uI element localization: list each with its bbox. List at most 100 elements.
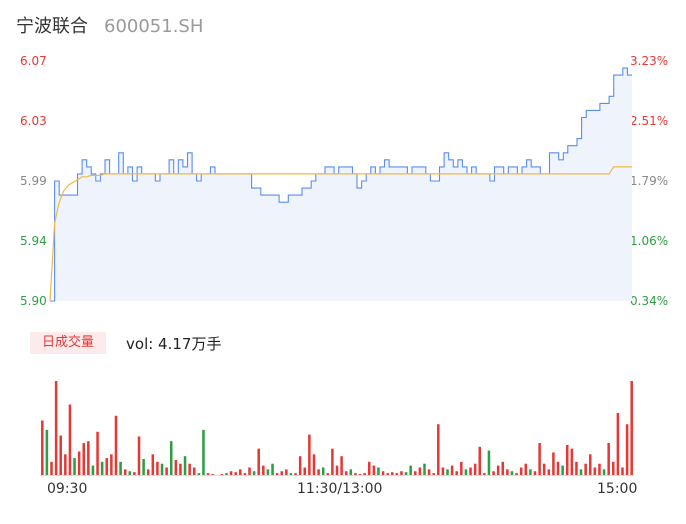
volume-bar bbox=[427, 469, 431, 475]
volume-bar bbox=[312, 454, 316, 475]
volume-bar bbox=[437, 424, 440, 475]
volume-bar bbox=[298, 456, 302, 475]
volume-bar bbox=[455, 471, 458, 475]
volume-bar bbox=[73, 458, 76, 475]
volume-bar bbox=[303, 467, 307, 475]
volume-bar bbox=[64, 454, 67, 475]
volume-bar bbox=[257, 448, 260, 475]
volume-bar bbox=[317, 469, 320, 475]
y-tick-left-3: 5.94 bbox=[20, 234, 47, 248]
volume-bar bbox=[220, 474, 224, 475]
volume-bar bbox=[612, 461, 615, 475]
volume-bar bbox=[77, 451, 81, 475]
volume-bar bbox=[556, 461, 560, 475]
volume-bar bbox=[243, 473, 247, 475]
volume-bar bbox=[146, 469, 150, 475]
volume-bar bbox=[418, 467, 422, 475]
volume-tab[interactable]: 日成交量 bbox=[30, 332, 107, 354]
volume-bar bbox=[506, 469, 509, 475]
volume-bar bbox=[188, 463, 191, 475]
volume-bar bbox=[59, 435, 62, 475]
volume-bar bbox=[335, 465, 339, 475]
volume-bar bbox=[160, 463, 164, 475]
y-tick-right-0: 3.23% bbox=[630, 54, 669, 68]
volume-bar bbox=[386, 473, 389, 475]
volume-bar bbox=[349, 469, 353, 475]
volume-bar bbox=[280, 471, 284, 475]
volume-bar bbox=[487, 450, 491, 475]
volume-bar bbox=[262, 465, 265, 475]
y-tick-left-0: 6.07 bbox=[20, 54, 47, 68]
y-tick-left-2: 5.99 bbox=[20, 174, 47, 188]
volume-bar bbox=[128, 471, 132, 475]
volume-bar bbox=[252, 471, 256, 475]
stock-code: 600051.SH bbox=[104, 16, 204, 37]
volume-bar bbox=[211, 474, 214, 475]
volume-bar bbox=[372, 465, 376, 475]
volume-value: vol: 4.17万手 bbox=[126, 334, 222, 353]
volume-bar bbox=[432, 473, 435, 475]
volume-bar bbox=[542, 463, 546, 475]
volume-bar bbox=[630, 381, 633, 475]
volume-bar bbox=[142, 459, 145, 475]
volume-bar bbox=[561, 465, 564, 475]
stock-name: 宁波联合 bbox=[16, 16, 88, 37]
volume-bar bbox=[358, 474, 362, 475]
y-tick-right-2: 1.79% bbox=[630, 174, 669, 188]
volume-bar bbox=[519, 467, 523, 475]
volume-bar bbox=[529, 469, 532, 475]
volume-bar bbox=[50, 461, 53, 475]
volume-bar bbox=[414, 471, 417, 475]
volume-bar bbox=[165, 467, 168, 475]
volume-bar bbox=[469, 467, 472, 475]
volume-bar bbox=[446, 469, 449, 475]
volume-bar bbox=[308, 434, 311, 475]
volume-bar bbox=[340, 456, 343, 475]
volume-bar bbox=[202, 429, 205, 475]
volume-bar bbox=[68, 404, 72, 475]
y-tick-left-4: 5.90 bbox=[20, 294, 47, 308]
volume-bar bbox=[395, 473, 399, 475]
volume-bar bbox=[492, 471, 495, 475]
price-area-fill bbox=[50, 68, 632, 301]
volume-bar bbox=[515, 473, 518, 475]
y-tick-left-1: 6.03 bbox=[20, 114, 47, 128]
volume-bar bbox=[354, 473, 357, 475]
volume-bar bbox=[119, 461, 122, 475]
volume-bar bbox=[326, 473, 330, 475]
x-label-close: 15:00 bbox=[597, 481, 638, 497]
volume-bar bbox=[82, 443, 86, 475]
price-panel bbox=[49, 67, 632, 302]
volume-bar bbox=[409, 465, 412, 475]
volume-bar bbox=[96, 431, 99, 475]
volume-bar bbox=[363, 473, 366, 475]
volume-bar bbox=[579, 469, 583, 475]
volume-bar bbox=[390, 472, 394, 475]
volume-bar bbox=[137, 436, 141, 475]
volume-bar bbox=[87, 441, 90, 475]
y-tick-right-3: 1.06% bbox=[630, 234, 669, 248]
volume-bar bbox=[524, 463, 528, 475]
volume-bar bbox=[501, 461, 505, 475]
x-label-open: 09:30 bbox=[47, 481, 88, 497]
volume-bar bbox=[41, 420, 44, 475]
volume-bar bbox=[473, 463, 477, 475]
volume-bar bbox=[289, 473, 293, 475]
volume-bar bbox=[496, 465, 500, 475]
volume-bar bbox=[114, 415, 118, 475]
volume-bar bbox=[105, 458, 109, 475]
volume-bar bbox=[45, 429, 49, 475]
volume-bar bbox=[275, 473, 279, 475]
volume-bar bbox=[464, 469, 468, 475]
volume-bar bbox=[192, 467, 196, 475]
volume-bar bbox=[593, 467, 597, 475]
volume-bar bbox=[91, 465, 95, 475]
volume-bar bbox=[100, 461, 104, 475]
volume-bar bbox=[460, 461, 463, 475]
volume-bar bbox=[197, 473, 201, 475]
volume-bar bbox=[271, 463, 274, 475]
volume-bar bbox=[598, 463, 601, 475]
volume-bar bbox=[266, 469, 270, 475]
volume-bar bbox=[381, 471, 385, 475]
